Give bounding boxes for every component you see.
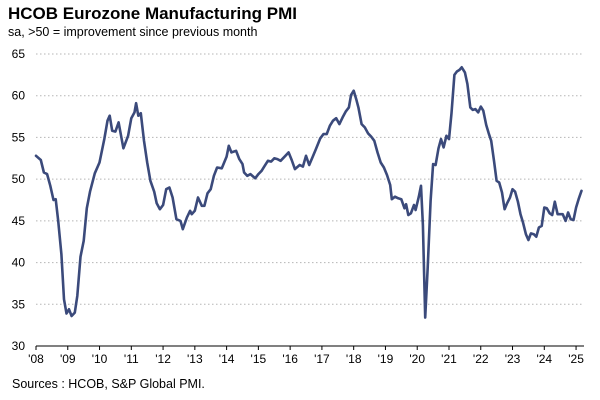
chart-subtitle: sa, >50 = improvement since previous mon…	[8, 25, 258, 39]
y-tick-label-45: 45	[12, 214, 26, 228]
x-tick-label-2013: '13	[187, 352, 203, 366]
x-axis	[35, 345, 584, 350]
x-tick-label-2014: '14	[219, 352, 235, 366]
x-axis-labels: '08 '09 '10 '11 '12 '13 '14 '15 '16 '17 '18 '19 '20 '…	[28, 352, 584, 366]
y-axis-labels: 30 35 40 45 50 55 60 65	[12, 47, 26, 353]
y-tick-label-50: 50	[12, 172, 26, 186]
series-group	[34, 66, 583, 319]
x-tick-label-2025: '25	[568, 352, 584, 366]
x-tick-label-2024: '24	[536, 352, 552, 366]
x-tick-label-2016: '16	[282, 352, 298, 366]
gridlines	[36, 53, 584, 305]
x-tick-label-2015: '15	[251, 352, 267, 366]
chart-title: HCOB Eurozone Manufacturing PMI	[8, 4, 297, 23]
x-tick-label-2022: '22	[473, 352, 489, 366]
y-tick-label-60: 60	[12, 89, 26, 103]
x-tick-label-2008: '08	[28, 352, 44, 366]
y-tick-label-65: 65	[12, 47, 26, 61]
x-tick-label-2021: '21	[441, 352, 457, 366]
x-tick-label-2011: '11	[124, 352, 139, 366]
x-tick-label-2010: '10	[92, 352, 108, 366]
x-tick-label-2019: '19	[378, 352, 394, 366]
x-tick-label-2012: '12	[155, 352, 171, 366]
x-tick-label-2017: '17	[314, 352, 330, 366]
x-tick-label-2020: '20	[409, 352, 425, 366]
x-tick-label-2023: '23	[505, 352, 521, 366]
x-tick-label-2009: '09	[60, 352, 76, 366]
y-tick-label-35: 35	[12, 297, 26, 311]
y-tick-label-55: 55	[12, 130, 26, 144]
source-note: Sources : HCOB, S&P Global PMI.	[12, 377, 205, 391]
y-tick-label-30: 30	[12, 339, 26, 353]
x-tick-label-2018: '18	[346, 352, 362, 366]
y-tick-label-40: 40	[12, 256, 26, 270]
series-line-1	[34, 66, 583, 319]
